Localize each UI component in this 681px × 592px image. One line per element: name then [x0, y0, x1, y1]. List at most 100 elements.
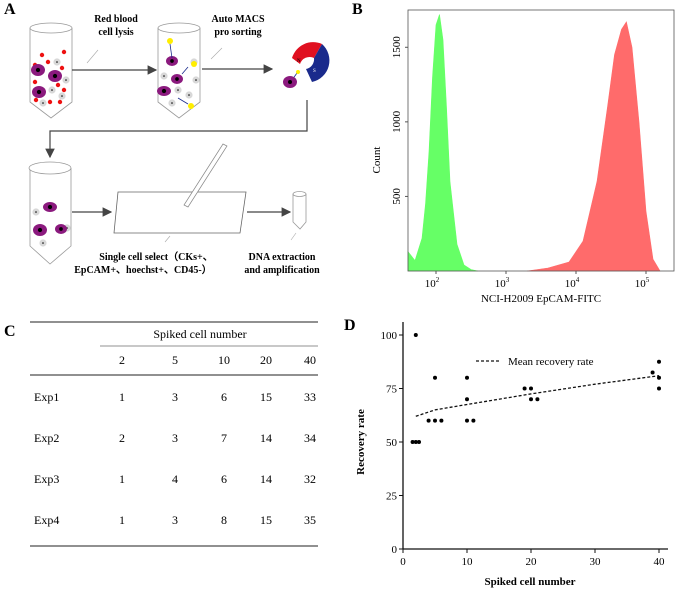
x-tick-label: 10: [462, 556, 474, 568]
nucleus: [175, 77, 179, 81]
x-tick-exponent: 5: [646, 276, 650, 284]
table-cell: 4: [172, 472, 178, 486]
x-tick-label: 102: [425, 276, 440, 290]
histogram-x-label: NCI-H2009 EpCAM-FITC: [481, 293, 601, 305]
table-row-label: Exp4: [34, 513, 59, 527]
nucleus: [195, 79, 197, 81]
glass-slide: [113, 191, 247, 234]
table-row-label: Exp1: [34, 390, 59, 404]
nucleus: [56, 61, 58, 63]
histogram-frame: [407, 9, 675, 272]
step4-label-line2: and amplification: [244, 265, 320, 276]
y-tick-label: 1000: [391, 110, 403, 133]
nucleus: [163, 75, 165, 77]
x-tick-label: 104: [565, 276, 580, 290]
antibody: [177, 97, 189, 105]
data-point: [535, 397, 540, 402]
data-point: [413, 333, 418, 337]
red-blood-cell: [39, 52, 45, 58]
data-point: [465, 418, 469, 423]
red-blood-cell: [55, 82, 61, 88]
nucleus: [61, 95, 63, 97]
data-point: [529, 397, 533, 402]
nucleus: [51, 89, 53, 91]
data-point: [529, 386, 533, 391]
table-column-header: 2: [119, 353, 125, 367]
table-cell: 34: [304, 431, 316, 445]
data-point: [465, 397, 469, 402]
nucleus: [36, 89, 42, 95]
scatter-y-label: Recovery rate: [355, 409, 367, 475]
arrow-return: [45, 100, 308, 159]
histogram-series-0: [407, 14, 479, 272]
table-cell: 6: [221, 472, 227, 486]
table-cell: 15: [260, 513, 272, 527]
step3-label-line2: EpCAM+、hoechst+、CD45-）: [74, 263, 212, 276]
nucleus: [42, 242, 44, 244]
step2-label-line1: Auto MACS: [211, 14, 264, 25]
y-tick-label: 0: [392, 544, 398, 556]
x-tick-label: 103: [495, 276, 510, 290]
data-point: [433, 418, 437, 423]
red-blood-cell: [61, 87, 67, 93]
x-tick-label: 30: [590, 556, 602, 568]
step1-label-line1: Red blood: [94, 14, 138, 25]
x-tick-label: 0: [400, 556, 406, 568]
data-point: [426, 418, 431, 423]
y-tick-label: 75: [386, 384, 398, 396]
magnetic-bead: [191, 61, 197, 67]
pcr-tube: [292, 191, 307, 230]
table-column-header: 40: [304, 353, 316, 367]
scatter-x-label: Spiked cell number: [484, 576, 575, 588]
table-row-label: Exp2: [34, 431, 59, 445]
nucleus: [52, 73, 58, 79]
nucleus: [37, 227, 43, 233]
antibody: [169, 43, 173, 59]
data-point: [433, 375, 437, 380]
magnet-north-label: N: [297, 59, 301, 64]
y-tick-label: 50: [386, 437, 398, 449]
panel-letter-a: A: [4, 1, 16, 18]
magnet-icon: [292, 42, 330, 82]
table-row-label: Exp3: [34, 472, 59, 486]
step4-label-line1: DNA extraction: [249, 252, 316, 263]
legend-label: Mean recovery rate: [508, 356, 594, 368]
red-blood-cell: [32, 79, 38, 85]
nucleus: [35, 67, 41, 73]
table-cell: 1: [119, 513, 125, 527]
magnetic-bead: [188, 103, 194, 109]
table-cell: 14: [260, 431, 272, 445]
panel-a-diagram: A Red blood cell: [4, 1, 330, 276]
y-tick-label: 25: [386, 491, 398, 503]
data-point: [417, 440, 421, 444]
table-cell: 1: [119, 390, 125, 404]
table-cell: 35: [304, 513, 316, 527]
red-blood-cell: [47, 99, 53, 105]
nucleus: [171, 102, 173, 104]
red-blood-cell: [45, 59, 51, 65]
table-cell: 33: [304, 390, 316, 404]
nucleus: [59, 227, 63, 231]
nucleus: [170, 59, 174, 63]
table-cell: 8: [221, 513, 227, 527]
mean-recovery-line: [415, 375, 660, 417]
data-point: [413, 440, 418, 444]
data-point: [657, 386, 661, 391]
table-cell: 14: [260, 472, 272, 486]
nucleus: [47, 204, 53, 210]
x-tick-exponent: 4: [576, 276, 580, 284]
red-blood-cell: [57, 99, 63, 105]
table-cell: 7: [221, 431, 227, 445]
table-cell: 3: [172, 390, 178, 404]
panel-letter-c: C: [4, 323, 16, 340]
red-blood-cell: [59, 65, 65, 71]
x-tick-label: 105: [635, 276, 650, 290]
x-tick-exponent: 3: [506, 276, 510, 284]
data-point: [471, 418, 476, 423]
nucleus: [161, 88, 167, 94]
histogram-series-1: [526, 21, 661, 272]
y-tick-label: 500: [391, 188, 403, 205]
table-group-header: Spiked cell number: [153, 327, 246, 341]
table-cell: 2: [119, 431, 125, 445]
